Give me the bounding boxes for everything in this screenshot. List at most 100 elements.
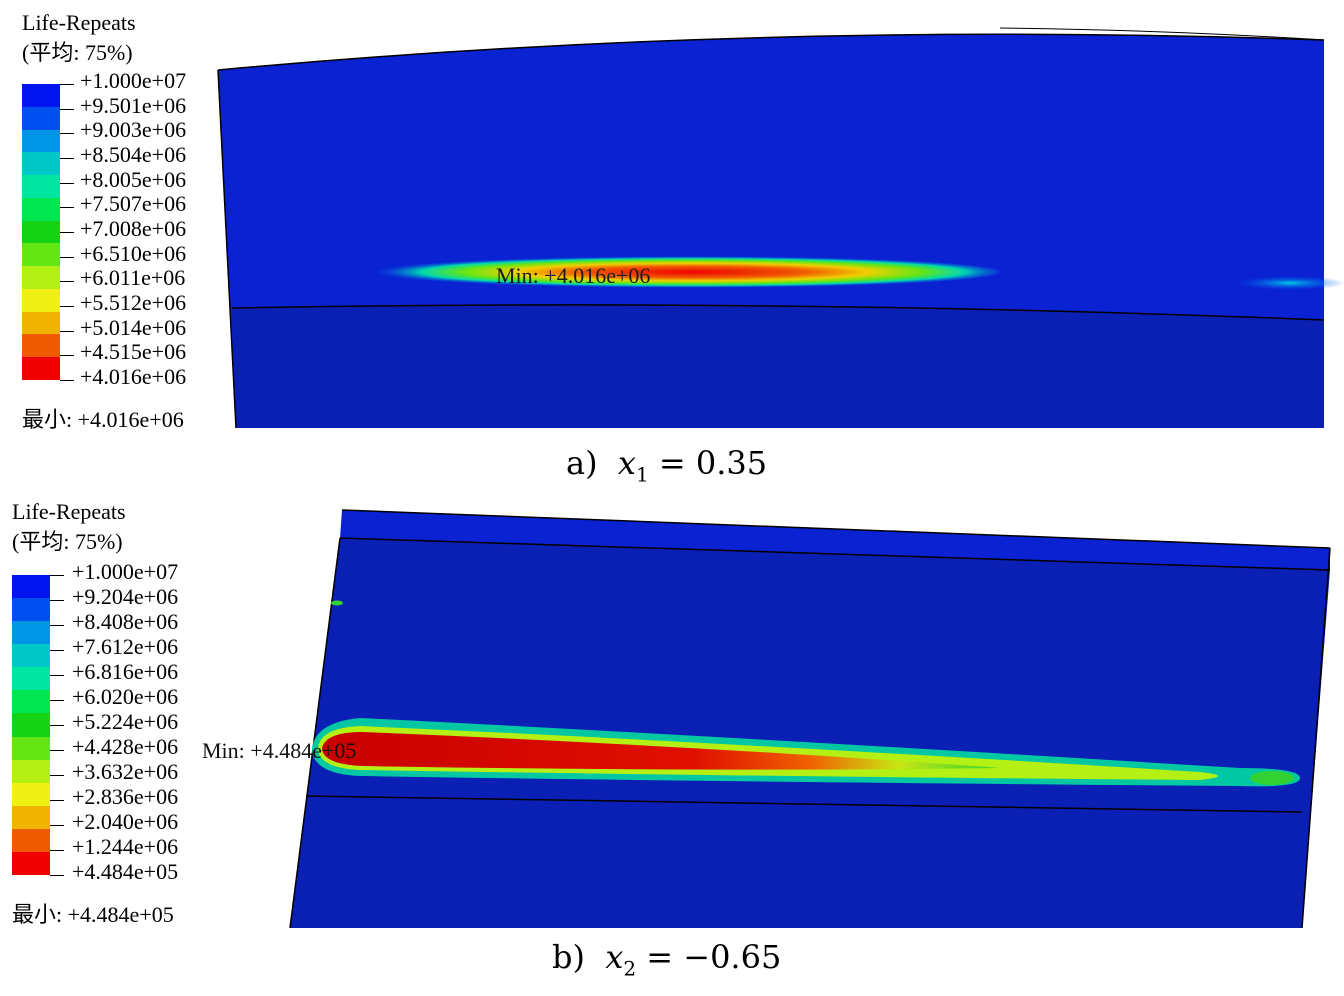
legend-tick [50, 575, 64, 576]
legend-value-label: +5.014e+06 [80, 314, 187, 340]
legend-value-label: +6.816e+06 [72, 659, 179, 684]
caption-subscript: 2 [623, 956, 637, 981]
caption-variable: x [617, 444, 636, 482]
secondary-zone [1235, 276, 1344, 290]
legend-value-label: +3.632e+06 [72, 759, 179, 784]
legend-tick [60, 355, 74, 357]
legend-value-label: +7.008e+06 [80, 216, 187, 241]
panel-b: Life-Repeats (平均: 75%) +1.000e+07 +9.204e… [0, 490, 1344, 980]
right-edge-line [1301, 547, 1331, 929]
legend-tick [50, 625, 64, 626]
legend-tick [50, 875, 64, 876]
legend-swatch [12, 598, 50, 622]
top-face [340, 510, 1330, 570]
legend-tick [50, 675, 64, 676]
legend-swatch [12, 736, 50, 761]
legend-tick [50, 800, 64, 801]
caption-subscript: 1 [635, 462, 649, 487]
legend-swatch [22, 197, 60, 222]
caption-variable: x [605, 938, 624, 976]
caption-a: a) x1 = 0.35 [566, 444, 767, 486]
legend-value-label: +2.836e+06 [72, 784, 179, 809]
legend-swatch [22, 220, 60, 244]
caption-prefix: b) [552, 938, 585, 976]
legend-title: Life-Repeats [22, 10, 136, 35]
legend-title: Life-Repeats [12, 499, 126, 524]
legend-value-label: +8.005e+06 [80, 166, 187, 192]
legend-tick [60, 84, 74, 85]
legend-tick [50, 825, 64, 826]
legend-value-label: +4.484e+05 [72, 859, 179, 884]
legend-tick [50, 700, 64, 701]
small-spot [331, 600, 343, 606]
inner-top-line [339, 537, 1331, 571]
legend-swatch [12, 644, 50, 668]
legend-tick [60, 256, 74, 258]
legend-swatch [12, 621, 50, 645]
top-edge-line [217, 33, 1325, 71]
legend-swatch [22, 266, 60, 290]
legend-value-label: +9.003e+06 [80, 117, 187, 143]
legend-value-label: +7.612e+06 [72, 634, 179, 659]
legend-swatch [22, 84, 60, 108]
legend-swatch [22, 357, 60, 381]
legend-tick [50, 750, 64, 751]
legend-value-label: +7.507e+06 [80, 191, 187, 217]
caption-equation: = −0.65 [646, 938, 782, 976]
critical-zone-inner [322, 732, 1000, 770]
legend-value-label: +6.510e+06 [80, 240, 187, 266]
legend-value-label: +6.011e+06 [80, 265, 186, 291]
left-edge-line [217, 69, 237, 429]
legend-swatch [12, 805, 50, 830]
legend-value-label: +1.000e+07 [80, 68, 187, 93]
caption-prefix: a) [566, 444, 598, 482]
legend-tick [60, 330, 74, 332]
legend-subtitle: (平均: 75%) [12, 529, 123, 554]
legend-tick [50, 600, 64, 601]
legend-min-value: 最小: +4.484e+05 [12, 902, 174, 927]
legend-swatch [12, 575, 50, 599]
legend-swatch [22, 152, 60, 176]
legend-swatch [22, 106, 60, 131]
color-legend [22, 84, 74, 381]
legend-tick [50, 775, 64, 776]
legend-value-label: +9.204e+06 [72, 584, 179, 609]
legend-tick [60, 232, 74, 233]
contour-plot-b: Min: +4.484e+05 [202, 509, 1331, 929]
boundary-line [231, 304, 1325, 321]
legend-swatch [12, 713, 50, 738]
legend-value-label: +6.020e+06 [72, 684, 179, 709]
inner-top-line [999, 27, 1325, 41]
min-annotation: Min: +4.016e+06 [496, 263, 650, 288]
legend-swatch [12, 782, 50, 807]
legend-value-label: +5.512e+06 [80, 290, 187, 315]
min-annotation: Min: +4.484e+05 [202, 738, 356, 763]
legend-value-label: +9.501e+06 [80, 92, 187, 118]
legend-tick [60, 281, 74, 283]
legend-swatch [22, 334, 60, 358]
model-body [290, 538, 1330, 928]
legend-value-label: +1.000e+07 [72, 559, 179, 584]
legend-swatch [22, 175, 60, 199]
legend-tick [60, 133, 74, 135]
legend-tick [60, 108, 74, 110]
legend-value-label: +5.224e+06 [72, 709, 179, 734]
legend-tick [60, 380, 74, 381]
legend-value-label: +2.040e+06 [72, 809, 179, 834]
legend-value-label: +8.408e+06 [72, 609, 179, 634]
legend-value-label: +4.016e+06 [80, 364, 187, 389]
caption-equation: = 0.35 [658, 444, 768, 482]
critical-zone [360, 256, 1000, 288]
legend-tick [50, 725, 64, 726]
legend-min-value: 最小: +4.016e+06 [22, 407, 184, 432]
legend-tick [50, 850, 64, 851]
legend-swatch [22, 288, 60, 313]
legend-swatch [22, 129, 60, 153]
color-legend [12, 575, 64, 876]
boundary-line [305, 795, 1303, 813]
contour-plot-a: Min: +4.016e+06 [217, 27, 1344, 429]
legend-value-label: +1.244e+06 [72, 834, 179, 859]
legend-swatch [12, 759, 50, 784]
top-edge-line [341, 509, 1331, 549]
legend-swatch [22, 243, 60, 267]
